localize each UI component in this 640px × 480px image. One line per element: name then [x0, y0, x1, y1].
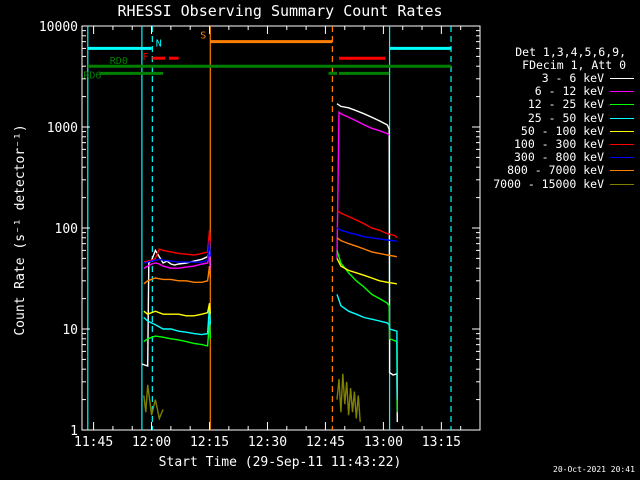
legend-entry-label: 7000 - 15000 keV [493, 176, 604, 191]
series-line-4 [336, 258, 398, 285]
status-bar-label: F [142, 52, 148, 63]
legend-swatch [610, 78, 634, 80]
legend-entry-label: 50 - 100 keV [520, 123, 604, 138]
legend: Det 1,3,4,5,6,9, FDecim 1, Att 0 3 - 6 k… [478, 46, 636, 191]
series-line-4 [143, 303, 211, 317]
status-bar-label: N [156, 38, 162, 49]
x-tick-label: 12:15 [190, 435, 229, 450]
series-line-0 [336, 103, 398, 423]
legend-entry-label: 300 - 800 keV [513, 150, 604, 165]
legend-swatch [610, 130, 634, 132]
legend-entry: 300 - 800 keV [478, 151, 636, 164]
series-line-5 [143, 230, 211, 263]
legend-swatch [610, 104, 634, 106]
legend-entry: 25 - 50 keV [478, 110, 636, 125]
series-line-1 [336, 110, 390, 259]
series-line-7 [143, 266, 211, 285]
x-tick-label: 11:45 [74, 435, 113, 450]
series-line-6 [143, 240, 211, 264]
x-tick-label: 13:15 [422, 435, 461, 450]
legend-swatch [610, 144, 634, 146]
series-line-8 [336, 373, 361, 423]
legend-header-2: FDecim 1, Att 0 [522, 58, 626, 72]
y-tick-label: 10000 [39, 20, 78, 35]
y-tick-label: 100 [55, 222, 78, 237]
legend-swatch [610, 157, 634, 159]
legend-entry: 800 - 7000 keV [478, 164, 636, 177]
legend-swatch [610, 170, 634, 172]
series-line-7 [336, 237, 398, 258]
y-axis-label: Count Rate (s⁻¹ detector⁻¹) [13, 124, 28, 335]
status-bar-label: RD0 [110, 56, 128, 67]
series-line-5 [336, 209, 398, 239]
legend-entry: 3 - 6 keV [478, 72, 636, 85]
legend-entry-label: 800 - 7000 keV [507, 163, 604, 178]
series-line-8 [143, 384, 164, 421]
x-axis-label: Start Time (29-Sep-11 11:43:22) [159, 455, 402, 470]
legend-entry-label: 12 - 25 keV [527, 97, 604, 112]
status-bar-label: S [200, 31, 206, 42]
y-axis: 1 10 100 1000 10000 [39, 20, 480, 439]
series-line-2 [336, 250, 398, 413]
legend-entry-label: 25 - 50 keV [527, 110, 604, 125]
x-tick-label: 13:00 [364, 435, 403, 450]
series-line-6 [336, 227, 397, 242]
x-tick-label: 12:00 [132, 435, 171, 450]
x-tick-label: 12:30 [248, 435, 287, 450]
series-line-1 [143, 254, 211, 271]
y-tick-label: 1000 [47, 121, 78, 136]
generated-timestamp: 20-Oct-2021 20:41 [553, 465, 635, 474]
x-axis: 11:45 12:00 12:15 12:30 12:45 13:00 13:15 [74, 26, 462, 450]
x-tick-label: 12:45 [306, 435, 345, 450]
legend-entry: 6 - 12 keV [478, 85, 636, 98]
legend-entry-label: 6 - 12 keV [534, 84, 604, 99]
series-line-2 [143, 320, 211, 347]
status-bar-label: RD6 [83, 70, 101, 81]
y-tick-label: 1 [70, 424, 78, 439]
legend-entry: 100 - 300 keV [478, 138, 636, 151]
legend-entry: 50 - 100 keV [478, 123, 636, 138]
series-line-3 [336, 294, 398, 400]
legend-entry: 7000 - 15000 keV [478, 176, 636, 191]
chart-title: RHESSI Observing Summary Count Rates [117, 2, 442, 20]
legend-entry-label: 100 - 300 keV [513, 137, 604, 152]
legend-swatch [610, 91, 634, 93]
legend-entry: 12 - 25 keV [478, 98, 636, 111]
legend-swatch [610, 117, 634, 119]
series-line-3 [143, 305, 211, 336]
legend-swatch [610, 183, 634, 185]
y-tick-label: 10 [62, 323, 78, 338]
legend-entry-label: 3 - 6 keV [541, 71, 604, 86]
legend-header-1: Det 1,3,4,5,6,9, [515, 45, 626, 59]
